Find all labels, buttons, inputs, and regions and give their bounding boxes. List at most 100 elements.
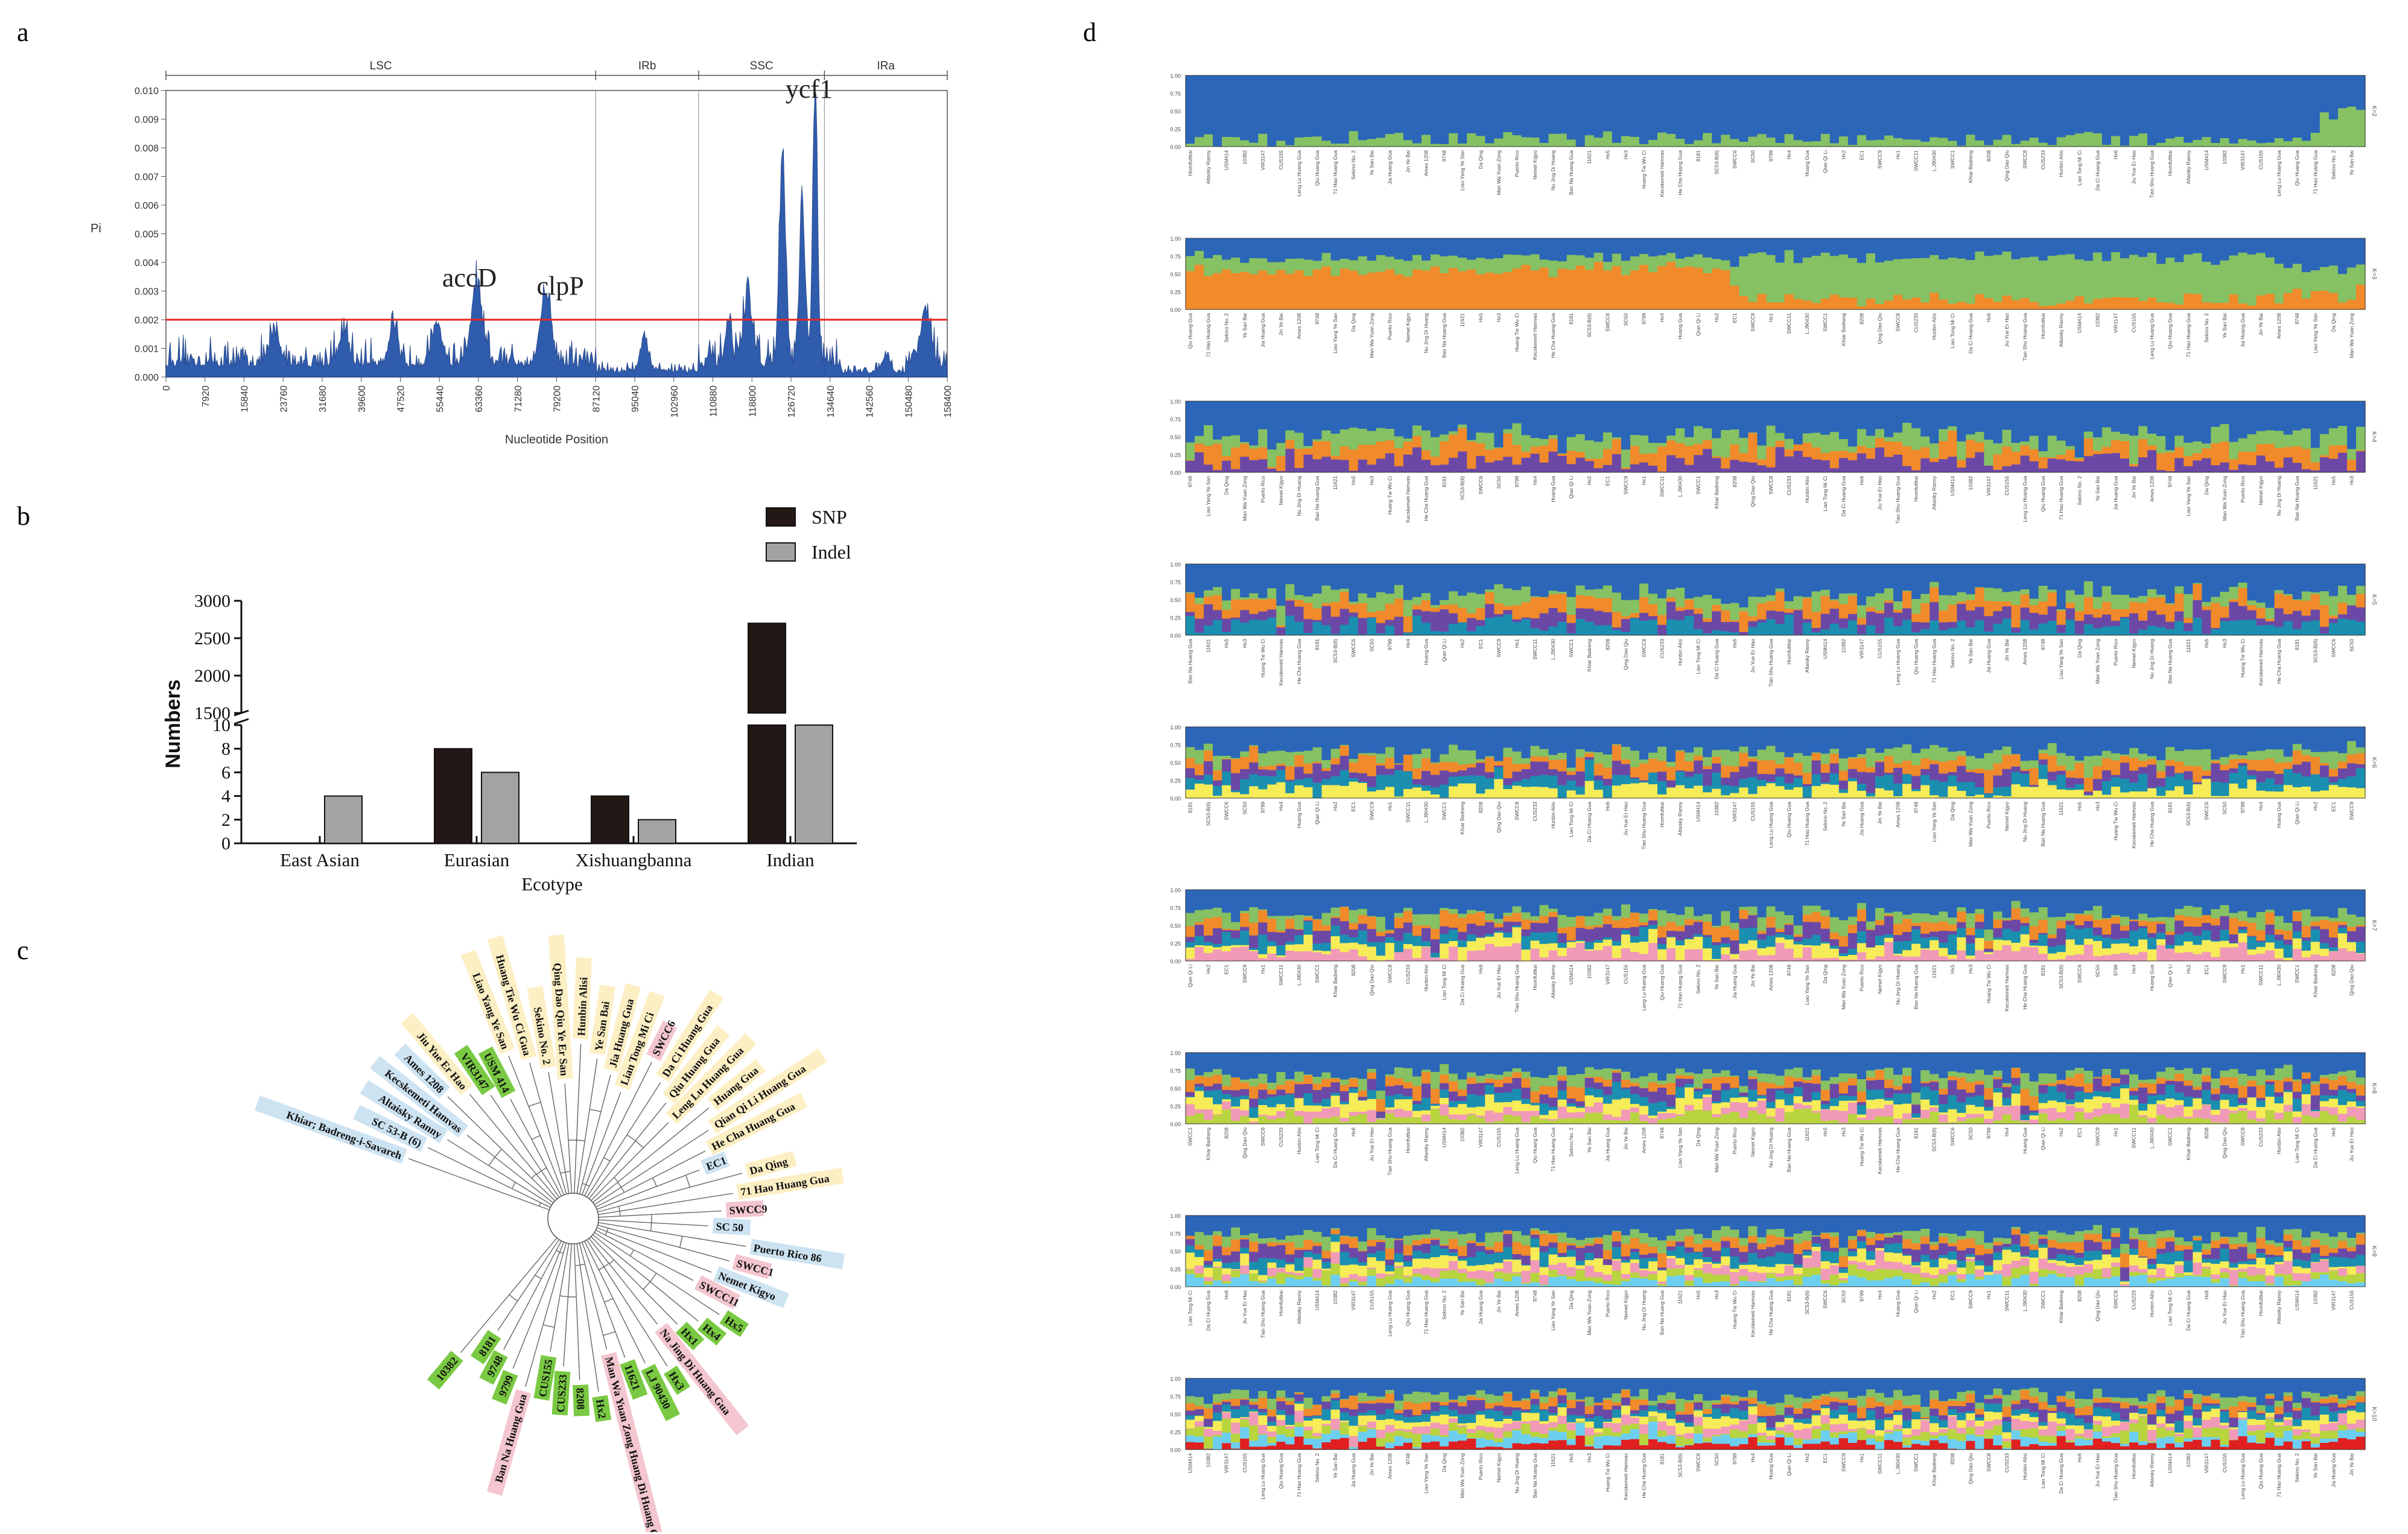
admixture-bar [2184,293,2193,310]
admixture-bar [1240,1095,1250,1100]
admixture-bar [2328,951,2339,952]
admixture-bar [1240,271,1250,310]
admixture-bar [1213,907,1222,918]
admixture-bar [2202,601,2211,607]
admixture-bar [1276,455,1286,472]
admixture-bar [1694,890,1703,916]
admixture-bar [2319,929,2330,943]
admixture-bar [2283,595,2293,615]
admixture-bar [1431,890,1440,914]
admixture-bar [2274,762,2284,775]
admixture-bar [1403,140,1413,147]
admixture-bar [2011,754,2021,755]
admixture-bar [1240,75,1250,141]
admixture-bar [1285,766,1295,781]
tree-branch [541,1170,560,1198]
admixture-bar [2138,300,2148,310]
admixture-bar [1548,401,1558,436]
admixture-bar [1231,589,1241,600]
sample-label: Sekino No. 2 [2203,313,2209,343]
admixture-bar [1685,939,1694,950]
admixture-bar [2029,912,2039,927]
admixture-bar [1639,942,1649,954]
admixture-bar [1412,1086,1422,1101]
admixture-bar [2038,946,2048,954]
admixture-bar [1930,620,1939,636]
admixture-bar [2274,784,2284,792]
admixture-bar [2056,459,2066,473]
admixture-bar [2156,436,2166,454]
admixture-bar [1422,600,1431,612]
admixture-bar [1394,466,1404,473]
admixture-bar [1449,1073,1458,1082]
admixture-bar [1721,238,1730,261]
admixture-bar [1793,445,1803,451]
admixture-bar [1349,772,1359,779]
admixture-bar [1330,785,1341,799]
admixture-bar [1802,727,1812,756]
admixture-bar [1403,911,1413,923]
admixture-bar [1566,1106,1577,1113]
admixture-bar [2346,564,2357,595]
tree-branch [612,1298,646,1364]
admixture-bar [1621,1121,1631,1124]
admixture-bar [1394,913,1404,918]
admixture-bar [2310,954,2321,962]
tree-branch [634,1249,694,1281]
tree-branch [565,1171,570,1194]
sample-label: Huang Tie Wu Ci [2112,802,2118,840]
admixture-bar [1866,767,1876,773]
admixture-bar [2328,918,2339,922]
admixture-bar [1485,449,1495,463]
admixture-bar [1866,564,1876,597]
admixture-bar [1748,756,1758,759]
admixture-bar [1276,606,1286,626]
admixture-bar [1285,779,1295,782]
admixture-bar [1240,1110,1250,1117]
admixture-bar [1476,761,1485,763]
admixture-bar [1866,727,1876,749]
tree-leaf: 8208 [573,1384,590,1416]
admixture-bar [1467,924,1476,935]
tree-branch [497,1301,518,1331]
admixture-bar [2038,933,2048,935]
admixture-bar [1575,619,1586,636]
admixture-bar [1966,782,1975,797]
admixture-bar [1186,238,1195,256]
admixture-bar [1875,304,1885,310]
admixture-bar [1575,608,1586,620]
gene-label-clpP: clpP [536,271,583,300]
admixture-bar [1838,1053,1849,1074]
admixture-bar [1930,760,1939,765]
admixture-bar [1676,443,1685,458]
admixture-bar [1621,469,1631,473]
admixture-bar [1939,761,1948,774]
admixture-bar [1349,616,1359,636]
admixture-bar [1966,890,1975,914]
admixture-bar [1975,769,1984,774]
admixture-bar [2274,564,2284,591]
admixture-bar [2129,238,2139,255]
admixture-bar [2310,133,2321,147]
admixture-bar [1911,890,1921,914]
admixture-bar [1557,785,1568,798]
admixture-bar [2283,75,2293,142]
admixture-bar [2310,752,2321,758]
admixture-bar [1557,612,1568,623]
admixture-bar [1458,607,1467,623]
sample-label: Huang Gua [1296,802,1302,828]
admixture-bar [1603,915,1613,925]
admixture-bar [1240,769,1250,779]
admixture-bar [1222,890,1231,913]
admixture-bar [1412,143,1422,147]
sample-label: SC50 [1368,639,1374,652]
sample-label: Jin Ye Bai [1876,802,1882,824]
admixture-bar [2319,919,2330,930]
admixture-bar [1412,1111,1422,1118]
admixture-bar [1458,428,1467,452]
admixture-bar [1467,440,1476,442]
admixture-bar [2120,937,2130,944]
admixture-bar [1449,1091,1458,1101]
admixture-bar [1694,760,1703,775]
admixture-bar [1422,450,1431,460]
